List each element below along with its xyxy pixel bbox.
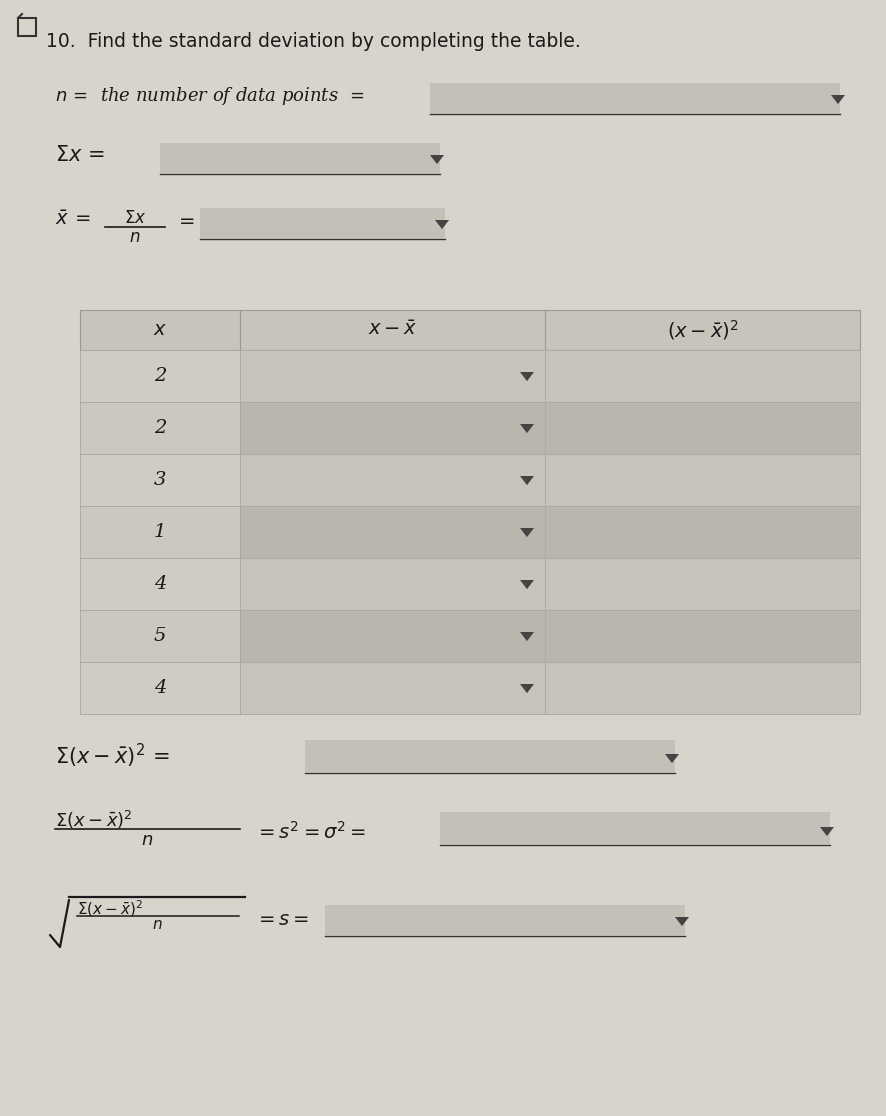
Bar [545, 454, 860, 506]
Text: $n$: $n$ [152, 918, 162, 932]
Bar [325, 905, 685, 935]
Polygon shape [520, 424, 534, 433]
Bar [240, 662, 545, 714]
Text: $\Sigma(x-\bar{x})^2$: $\Sigma(x-\bar{x})^2$ [77, 898, 144, 918]
Bar [240, 610, 545, 662]
Bar [545, 558, 860, 610]
Bar [545, 662, 860, 714]
Polygon shape [520, 684, 534, 693]
Polygon shape [520, 632, 534, 641]
Bar [80, 310, 240, 350]
Polygon shape [665, 754, 679, 763]
Polygon shape [435, 220, 449, 229]
Text: 1: 1 [154, 523, 167, 541]
Polygon shape [520, 580, 534, 589]
Text: 4: 4 [154, 575, 167, 593]
Bar [80, 350, 240, 402]
Text: $\Sigma x\,=$: $\Sigma x\,=$ [55, 145, 105, 165]
Bar [240, 454, 545, 506]
Text: $\Sigma(x-\bar{x})^2$: $\Sigma(x-\bar{x})^2$ [55, 809, 133, 831]
Bar [80, 454, 240, 506]
Text: $=$: $=$ [175, 211, 195, 229]
Polygon shape [430, 155, 444, 164]
Bar [80, 610, 240, 662]
Bar [440, 812, 830, 844]
Text: $x - \bar{x}$: $x - \bar{x}$ [368, 320, 417, 339]
Text: $n$: $n$ [141, 831, 153, 849]
Bar [430, 83, 840, 113]
Text: 4: 4 [154, 679, 167, 698]
Bar [160, 143, 440, 173]
Text: 2: 2 [154, 418, 167, 437]
Bar [18, 18, 36, 36]
Bar [240, 350, 545, 402]
Bar [80, 662, 240, 714]
Bar [240, 558, 545, 610]
Text: $n\,=\,$ the number of data points $\,=$: $n\,=\,$ the number of data points $\,=$ [55, 85, 365, 107]
Bar [545, 350, 860, 402]
Polygon shape [675, 917, 689, 926]
Bar [545, 402, 860, 454]
Bar [80, 558, 240, 610]
Bar [545, 506, 860, 558]
Text: 10.  Find the standard deviation by completing the table.: 10. Find the standard deviation by compl… [46, 32, 580, 51]
Text: $n$: $n$ [129, 229, 141, 246]
Text: $= s =$: $= s =$ [255, 911, 309, 929]
Bar [240, 310, 545, 350]
Text: $(x-\bar{x})^2$: $(x-\bar{x})^2$ [666, 318, 738, 341]
Bar [305, 740, 675, 772]
Polygon shape [820, 827, 834, 836]
Text: $= s^2 = \sigma^2 =$: $= s^2 = \sigma^2 =$ [255, 821, 366, 843]
Text: 5: 5 [154, 627, 167, 645]
Bar [80, 506, 240, 558]
Text: $\Sigma x$: $\Sigma x$ [124, 210, 146, 227]
Text: 2: 2 [154, 367, 167, 385]
Polygon shape [520, 477, 534, 485]
Bar [200, 208, 445, 238]
Bar [240, 506, 545, 558]
Bar [545, 610, 860, 662]
Polygon shape [831, 95, 845, 104]
Text: $\Sigma(x-\bar{x})^2\,=$: $\Sigma(x-\bar{x})^2\,=$ [55, 742, 170, 770]
Bar [240, 402, 545, 454]
Polygon shape [520, 372, 534, 381]
Bar [545, 310, 860, 350]
Text: $x$: $x$ [153, 321, 167, 339]
Polygon shape [520, 528, 534, 537]
Text: 3: 3 [154, 471, 167, 489]
Text: $\bar{x}\,=\,$: $\bar{x}\,=\,$ [55, 211, 90, 230]
Bar [80, 402, 240, 454]
